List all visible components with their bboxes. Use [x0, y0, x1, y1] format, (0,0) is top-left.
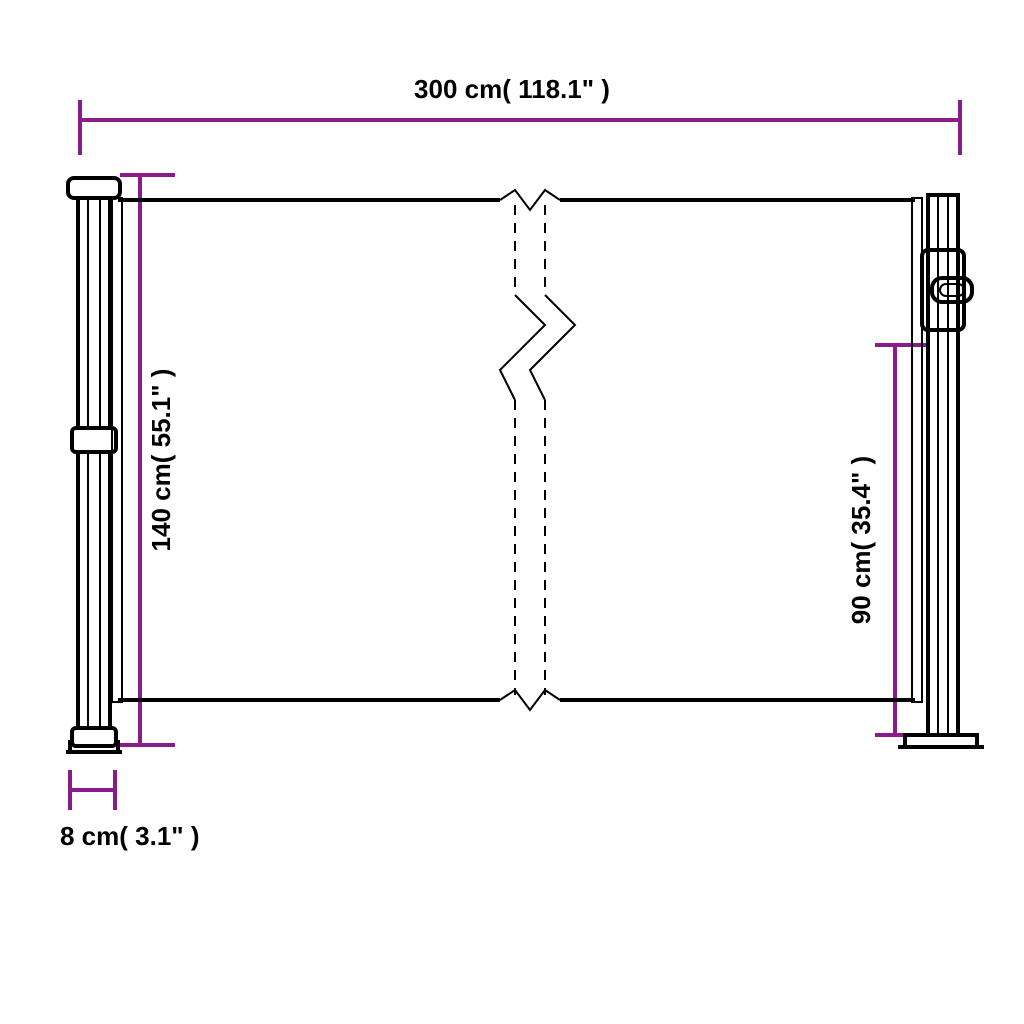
dim-right-post-label: 90 cm( 35.4" ): [846, 456, 876, 624]
dim-right-post: 90 cm( 35.4" ): [846, 345, 930, 735]
dim-height-label: 140 cm( 55.1" ): [146, 369, 176, 552]
right-post: [898, 195, 984, 747]
dim-width-label: 300 cm( 118.1" ): [414, 74, 610, 104]
break-indicator: [500, 205, 575, 695]
dim-depth-label: 8 cm( 3.1" ): [60, 821, 200, 851]
left-cassette: [66, 178, 122, 752]
dimension-diagram: 300 cm( 118.1" ) 140 cm( 55.1" ) 90 cm( …: [0, 0, 1024, 1024]
dim-width: 300 cm( 118.1" ): [80, 74, 960, 155]
dim-height: 140 cm( 55.1" ): [120, 175, 176, 745]
dim-depth: 8 cm( 3.1" ): [60, 770, 200, 851]
